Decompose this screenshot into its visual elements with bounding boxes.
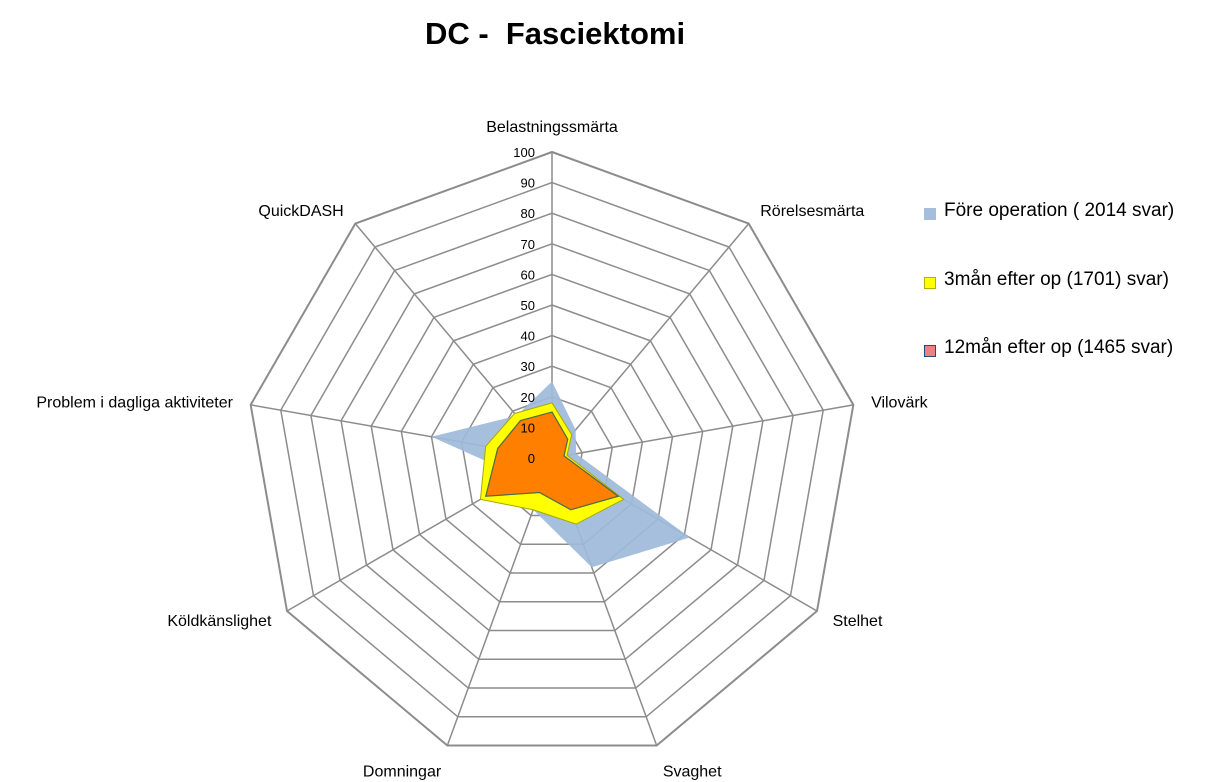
tick-label: 60 — [521, 267, 535, 282]
grid-ring-80 — [310, 212, 794, 689]
category-label: Köldkänslighet — [167, 613, 272, 630]
grid-ring-30 — [460, 365, 644, 546]
tick-label: 80 — [521, 206, 535, 221]
tick-label: 40 — [521, 329, 535, 344]
grid-ring-40 — [430, 334, 674, 574]
tick-label: 0 — [528, 451, 535, 466]
legend-swatch-before — [924, 208, 936, 220]
category-label: Rörelsesmärta — [760, 203, 864, 220]
legend-swatch-12-months — [924, 345, 936, 357]
category-label: Problem i dagliga aktiviteter — [36, 395, 233, 412]
grid-ring-60 — [370, 273, 734, 632]
tick-label: 90 — [521, 176, 535, 191]
radar-ticks: 0 10 20 30 40 50 60 70 80 90 100 — [513, 145, 535, 466]
legend-swatch-3-months — [924, 276, 936, 289]
grid-spoke — [551, 404, 854, 459]
tick-label: 50 — [521, 298, 535, 313]
legend-label-12-months: 12mån efter op (1465 svar) — [944, 337, 1174, 358]
category-label: Stelhet — [833, 613, 883, 630]
grid-ring-70 — [340, 243, 764, 661]
radar-axis-labels: Belastningssmärta Rörelsesmärta Vilovärk St… — [36, 119, 928, 780]
category-label: Domningar — [363, 763, 442, 780]
grid-ring-100 — [249, 150, 855, 747]
legend-label-before: Före operation ( 2014 svar) — [944, 200, 1175, 221]
tick-label: 10 — [521, 420, 535, 435]
tick-label: 20 — [521, 390, 535, 405]
tick-label: 100 — [513, 145, 535, 160]
radar-series — [431, 381, 690, 568]
series-12-months — [484, 411, 620, 511]
category-label: Vilovärk — [871, 395, 929, 412]
category-label: Belastningssmärta — [486, 119, 618, 136]
chart-title: DC - Fasciektomi — [424, 16, 686, 51]
category-label: Svaghet — [663, 763, 722, 780]
grid-ring-90 — [279, 181, 825, 718]
tick-label: 70 — [521, 237, 535, 252]
tick-label: 30 — [521, 359, 535, 374]
grid-ring-50 — [400, 304, 704, 603]
legend-label-3-months: 3mån efter op (1701) svar) — [944, 268, 1169, 290]
grid-spoke — [551, 223, 750, 459]
category-label: QuickDASH — [258, 203, 343, 220]
